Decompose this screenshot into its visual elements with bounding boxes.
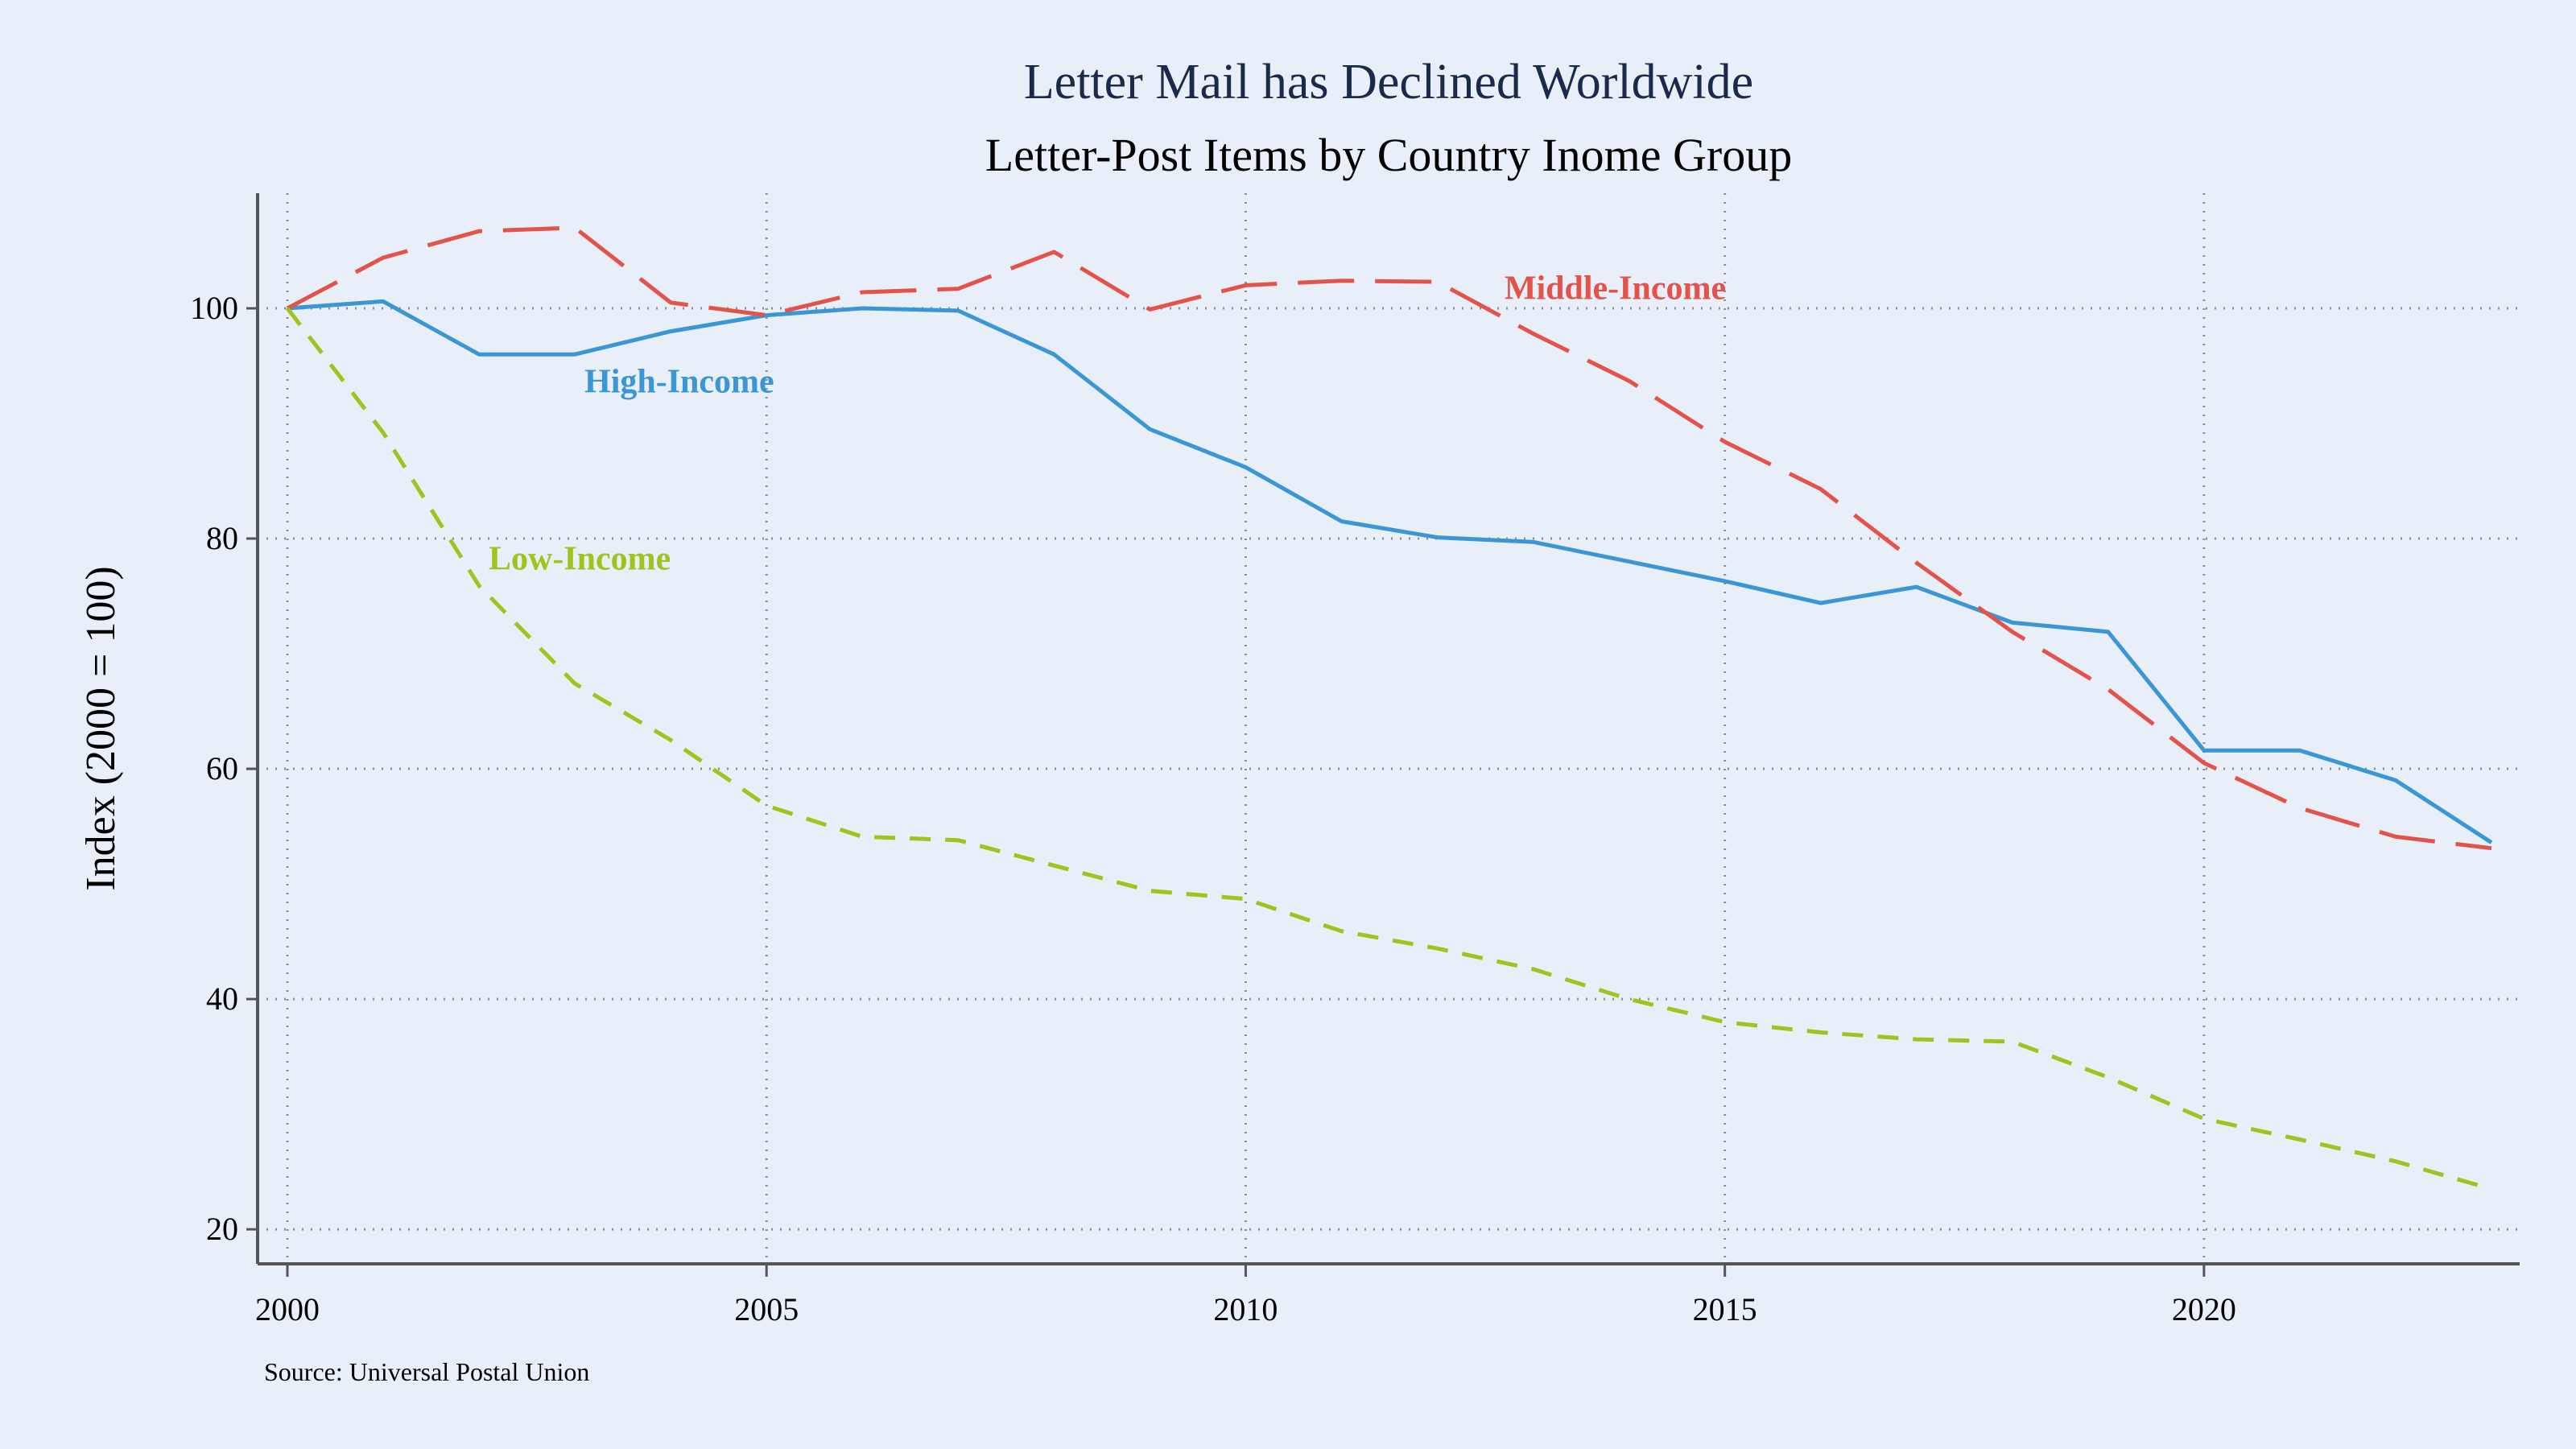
series-label-low-income: Low-Income [489,541,671,578]
x-tick-label: 2010 [1213,1291,1278,1327]
series-line-middle-income [286,225,2492,851]
x-tick-label: 2000 [255,1291,320,1327]
chart-subtitle: Letter-Post Items by Country Inome Group [985,129,1792,181]
y-tick-label: 20 [206,1211,238,1247]
source-note: Source: Universal Postal Union [264,1357,589,1386]
y-tick-label: 100 [190,290,238,326]
y-axis-title: Index (2000 = 100) [78,566,124,890]
series-label-middle-income: Middle-Income [1505,270,1726,308]
grid [258,193,2520,1264]
y-tick-label: 80 [206,520,238,556]
y-tick-label: 60 [206,750,238,786]
series-line-low-income [286,307,2492,1191]
series-group [286,225,2493,1191]
x-tick-label: 2005 [734,1291,799,1327]
series-label-high-income: High-Income [584,363,774,400]
x-tick-label: 2020 [2172,1291,2236,1327]
x-tick-label: 2015 [1693,1291,1757,1327]
y-tick-label: 40 [206,980,238,1017]
series-line-high-income [287,299,2493,844]
series-labels: High-Income Middle-Income Low-Income [489,270,1726,578]
axes: 20 40 60 80 100 2000 2005 2010 2015 2020 [190,193,2520,1327]
chart-title: Letter Mail has Declined Worldwide [1024,55,1753,109]
